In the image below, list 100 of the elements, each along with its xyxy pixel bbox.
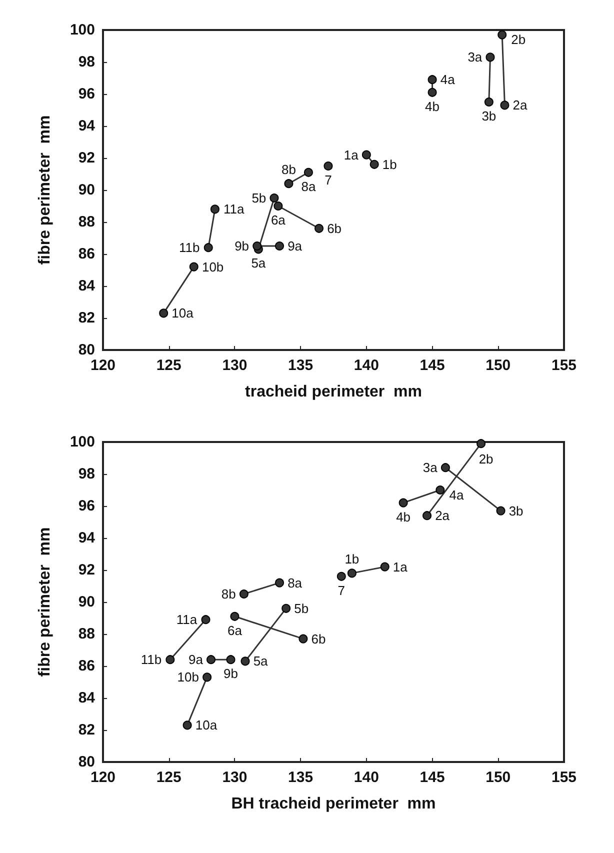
y-tick-label: 90 bbox=[78, 594, 95, 610]
annotation: 6b bbox=[327, 220, 342, 236]
x-tick-label: 140 bbox=[354, 769, 379, 786]
y-tick-label: 96 bbox=[78, 86, 95, 102]
annotation: 8b bbox=[281, 162, 296, 178]
annotation: 3b bbox=[482, 108, 496, 124]
x-tick-label: 125 bbox=[156, 769, 182, 786]
annotation: 2b bbox=[511, 32, 526, 48]
annotation: 8b bbox=[221, 586, 236, 602]
point bbox=[206, 655, 216, 664]
point bbox=[240, 656, 250, 666]
point bbox=[189, 262, 198, 272]
point bbox=[398, 498, 408, 508]
annotation: 5b bbox=[294, 600, 309, 616]
x-tick-label: 145 bbox=[420, 357, 445, 374]
point bbox=[226, 655, 236, 664]
annotation: 1a bbox=[392, 559, 408, 574]
point bbox=[284, 179, 294, 188]
y-tick-label: 98 bbox=[78, 54, 95, 70]
x-tick-label: 125 bbox=[156, 357, 182, 374]
annotation: 11b bbox=[140, 652, 162, 668]
y-tick-label: 82 bbox=[78, 722, 95, 738]
annotation: 3a bbox=[422, 460, 438, 476]
point bbox=[498, 30, 507, 40]
point bbox=[347, 568, 356, 578]
point bbox=[484, 98, 494, 106]
annotation: 9a bbox=[188, 652, 204, 668]
y-tick-label: 94 bbox=[78, 118, 96, 134]
point bbox=[252, 242, 262, 250]
point bbox=[496, 506, 506, 516]
y-tick-label: 84 bbox=[78, 690, 96, 706]
annotation: 4a bbox=[449, 487, 465, 502]
y-tick-label: 98 bbox=[78, 466, 95, 482]
annotation: 9b bbox=[234, 238, 250, 254]
annotation: 2a bbox=[512, 98, 528, 113]
annotation: 9a bbox=[288, 238, 303, 254]
point bbox=[166, 655, 175, 664]
annotation: 2a bbox=[435, 508, 450, 524]
annotation: 10b bbox=[202, 259, 224, 274]
point bbox=[370, 160, 379, 169]
annotation: 6a bbox=[227, 622, 243, 638]
point bbox=[314, 224, 324, 233]
y-tick-label: 100 bbox=[70, 434, 95, 450]
annotation: 1b bbox=[382, 156, 397, 172]
point bbox=[422, 511, 432, 520]
y-tick-label: 88 bbox=[78, 626, 95, 642]
y-tick-label: 84 bbox=[78, 278, 96, 294]
y-tick-label: 80 bbox=[78, 754, 95, 770]
point bbox=[201, 615, 210, 624]
annotation: 5a bbox=[251, 256, 266, 271]
annotation: 7 bbox=[324, 172, 332, 188]
point bbox=[274, 202, 283, 210]
annotation: 10a bbox=[195, 718, 218, 733]
point bbox=[500, 100, 510, 110]
point bbox=[210, 204, 220, 214]
x-tick-label: 150 bbox=[486, 357, 511, 374]
x-tick-label: 130 bbox=[222, 357, 248, 374]
point bbox=[428, 88, 437, 97]
y-tick-label: 90 bbox=[78, 182, 95, 198]
point bbox=[380, 562, 390, 572]
point bbox=[275, 578, 284, 588]
x-tick-label: 120 bbox=[90, 769, 116, 786]
y-tick-label: 86 bbox=[78, 658, 95, 674]
point bbox=[440, 463, 450, 472]
annotation: 1b bbox=[344, 552, 360, 567]
annotation: 4a bbox=[440, 72, 456, 88]
y-tick-label: 96 bbox=[78, 498, 95, 514]
annotation: 7 bbox=[338, 582, 346, 598]
annotation: 8a bbox=[301, 178, 316, 194]
point bbox=[282, 604, 291, 613]
x-tick-label: 140 bbox=[354, 357, 379, 374]
point bbox=[239, 590, 248, 598]
x-axis-title: tracheid perimeter mm bbox=[245, 384, 422, 400]
x-tick-label: 145 bbox=[420, 769, 445, 786]
point bbox=[336, 572, 346, 581]
annotation: 8a bbox=[288, 575, 303, 590]
y-tick-label: 82 bbox=[78, 310, 95, 326]
point bbox=[270, 194, 279, 202]
y-tick-label: 94 bbox=[78, 530, 96, 546]
x-axis-title: BH tracheid perimeter mm bbox=[231, 796, 436, 812]
annotation: 4b bbox=[396, 509, 411, 524]
annotation: 10a bbox=[172, 306, 194, 321]
annotation: 1a bbox=[344, 147, 360, 162]
point bbox=[275, 242, 284, 250]
point bbox=[486, 52, 495, 62]
annotation: 3a bbox=[468, 50, 483, 65]
point bbox=[182, 720, 192, 730]
annotation: 9b bbox=[224, 666, 238, 682]
point bbox=[476, 439, 486, 448]
point bbox=[362, 150, 371, 160]
annotation: 6a bbox=[270, 212, 286, 228]
y-axis-title: fibre perimeter mm bbox=[36, 527, 54, 677]
y-tick-label: 92 bbox=[78, 562, 95, 578]
x-tick-label: 130 bbox=[222, 769, 248, 786]
y-tick-label: 86 bbox=[78, 246, 95, 262]
y-tick-label: 92 bbox=[78, 150, 95, 166]
point bbox=[230, 612, 240, 621]
annotation: 5b bbox=[252, 190, 266, 206]
x-tick-label: 120 bbox=[90, 357, 116, 374]
annotation: 10b bbox=[177, 670, 199, 685]
